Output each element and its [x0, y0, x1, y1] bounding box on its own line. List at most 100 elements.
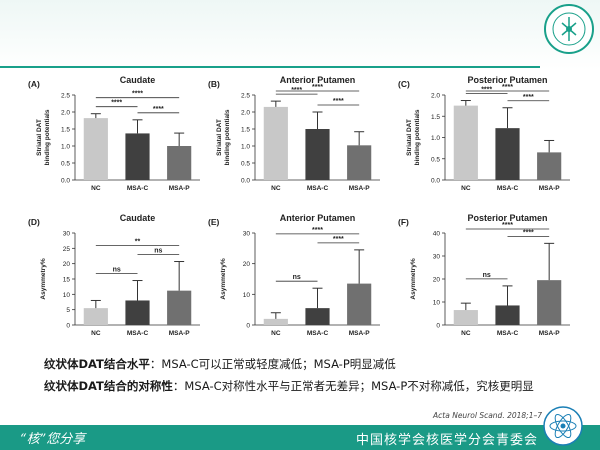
x-tick-label: NC	[271, 330, 281, 337]
y-axis-label: Striatal DAT	[216, 119, 223, 156]
y-tick-label: 1.5	[61, 127, 70, 134]
x-tick-label: MSA-P	[349, 185, 371, 192]
y-axis-label: Striatal DAT	[36, 119, 43, 156]
y-axis-label: Asymmetry%	[40, 258, 47, 299]
y-tick-label: 0	[246, 323, 250, 330]
conclusion-2-text: ：MSA-C对称性水平与正常者无差异；MSA-P不对称减低，究核更明显	[172, 379, 534, 393]
x-tick-label: MSA-C	[127, 330, 149, 337]
y-tick-label: 30	[433, 254, 441, 261]
x-tick-label: MSA-P	[539, 330, 561, 337]
y-axis-label: binding potentials	[44, 109, 51, 165]
x-tick-label: NC	[91, 185, 101, 192]
y-tick-label: 10	[63, 292, 71, 299]
x-tick-label: NC	[461, 185, 471, 192]
x-tick-label: MSA-C	[127, 185, 149, 192]
citation: Acta Neurol Scand. 2018;1–7	[433, 411, 542, 420]
chart-figure: (A) Caudate 0.0 0.5 1.0 1.5 2.0 2.5 Striatal DAT…	[28, 75, 570, 337]
y-tick-label: 2.5	[61, 93, 70, 100]
bar-msa-c	[305, 129, 330, 180]
x-tick-label: NC	[271, 185, 281, 192]
y-tick-label: 1.5	[241, 127, 250, 134]
panel-title: Anterior Putamen	[280, 213, 356, 223]
x-tick-label: MSA-C	[307, 330, 329, 337]
bar-msa-c	[495, 305, 520, 325]
y-axis-label: Striatal DAT	[406, 119, 413, 156]
bar-msa-p	[167, 290, 192, 325]
significance-label: ns	[154, 248, 162, 255]
bar-nc	[263, 318, 288, 325]
y-tick-label: 30	[63, 231, 71, 238]
footer-band	[0, 425, 600, 450]
y-tick-label: 0	[436, 323, 440, 330]
y-tick-label: 40	[433, 231, 441, 238]
panel-label: (B)	[208, 79, 220, 89]
y-tick-label: 1.0	[241, 144, 250, 151]
y-tick-label: 0.0	[61, 178, 70, 185]
panel-title: Posterior Putamen	[467, 75, 547, 85]
y-axis-label: Asymmetry%	[410, 258, 417, 299]
y-tick-label: 5	[66, 307, 70, 314]
x-tick-label: NC	[461, 330, 471, 337]
panel-title: Anterior Putamen	[280, 75, 356, 85]
society-emblem-icon	[544, 4, 594, 54]
panel-label: (D)	[28, 217, 40, 227]
y-tick-label: 30	[243, 231, 251, 238]
y-axis-label: binding potentials	[414, 109, 421, 165]
x-tick-label: NC	[91, 330, 101, 337]
footer-emblem-icon	[543, 406, 583, 446]
significance-label: ****	[523, 229, 534, 236]
y-tick-label: 25	[63, 246, 71, 253]
y-tick-label: 0	[66, 323, 70, 330]
significance-label: ****	[523, 94, 534, 101]
header-band	[0, 0, 600, 70]
bar-msa-c	[305, 308, 330, 325]
significance-label: ns	[483, 272, 491, 279]
y-axis-label: Asymmetry%	[220, 258, 227, 299]
panel-title: Posterior Putamen	[467, 213, 547, 223]
y-tick-label: 2.0	[61, 110, 70, 117]
y-tick-label: 0.5	[61, 161, 70, 168]
bar-nc	[83, 118, 108, 180]
x-tick-label: MSA-P	[169, 330, 191, 337]
y-tick-label: 2.0	[241, 110, 250, 117]
significance-label: ns	[113, 267, 121, 274]
y-tick-label: 1.5	[431, 114, 440, 121]
conclusion-2-heading: 纹状体DAT结合的对称性	[44, 379, 173, 393]
bar-msa-p	[537, 152, 562, 180]
bar-nc	[453, 105, 478, 180]
y-tick-label: 0.0	[241, 178, 250, 185]
panel-label: (C)	[398, 79, 410, 89]
y-tick-label: 0.0	[431, 178, 440, 185]
conclusion-1-heading: 纹状体DAT结合水平	[44, 357, 150, 371]
conclusion-line-1: 纹状体DAT结合水平：MSA-C可以正常或轻度减低；MSA-P明显减低	[44, 356, 396, 372]
significance-label: **	[135, 239, 141, 246]
significance-label: ****	[312, 227, 323, 234]
conclusion-1-text: ：MSA-C可以正常或轻度减低；MSA-P明显减低	[149, 357, 396, 371]
significance-label: ****	[502, 84, 513, 91]
y-tick-label: 0.5	[431, 156, 440, 163]
y-tick-label: 20	[433, 277, 441, 284]
panel-label: (F)	[398, 217, 409, 227]
panel-label: (E)	[208, 217, 220, 227]
y-tick-label: 10	[433, 300, 441, 307]
y-tick-label: 1.0	[431, 135, 440, 142]
bar-msa-c	[125, 133, 150, 180]
bar-msa-p	[347, 283, 372, 325]
significance-label: ****	[132, 91, 143, 98]
x-tick-label: MSA-P	[349, 330, 371, 337]
y-tick-label: 0.5	[241, 161, 250, 168]
y-tick-label: 2.0	[431, 93, 440, 100]
bar-msa-p	[167, 146, 192, 180]
footer-slogan: “核”您分享	[20, 432, 86, 447]
bar-nc	[263, 106, 288, 180]
significance-label: ****	[333, 98, 344, 105]
y-tick-label: 15	[63, 277, 71, 284]
significance-label: ****	[481, 87, 492, 94]
panel-label: (A)	[28, 79, 40, 89]
x-tick-label: MSA-P	[539, 185, 561, 192]
x-tick-label: MSA-C	[497, 185, 519, 192]
x-tick-label: MSA-C	[307, 185, 329, 192]
bar-nc	[453, 310, 478, 325]
y-axis-label: binding potentials	[224, 109, 231, 165]
y-tick-label: 1.0	[61, 144, 70, 151]
